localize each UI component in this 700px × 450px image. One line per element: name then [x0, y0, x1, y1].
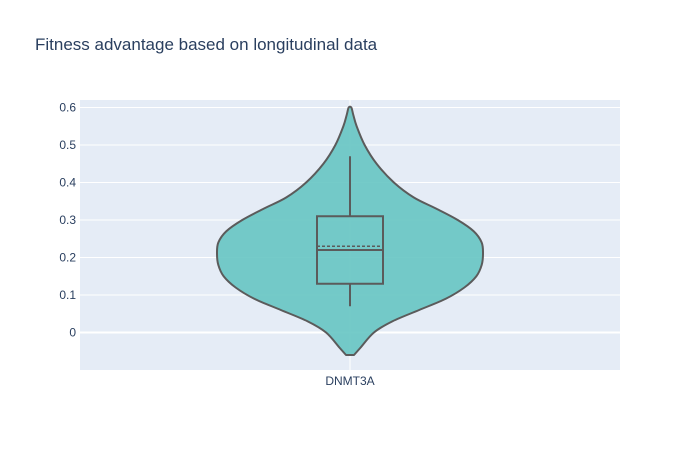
violin-series	[215, 105, 485, 356]
y-axis-ticks: 0 0.1 0.2 0.3 0.4 0.5 0.6	[59, 101, 76, 340]
x-tick-label: DNMT3A	[325, 374, 374, 388]
y-tick-label: 0.5	[59, 138, 76, 152]
chart-title: Fitness advantage based on longitudinal …	[35, 35, 378, 54]
y-tick-label: 0.2	[59, 251, 76, 265]
y-tick-label: 0.6	[59, 101, 76, 115]
violin-body	[215, 105, 485, 356]
y-tick-label: 0.1	[59, 288, 76, 302]
y-tick-label: 0	[69, 326, 76, 340]
y-tick-label: 0.4	[59, 176, 76, 190]
y-tick-label: 0.3	[59, 213, 76, 227]
x-axis-ticks: DNMT3A	[325, 374, 374, 388]
